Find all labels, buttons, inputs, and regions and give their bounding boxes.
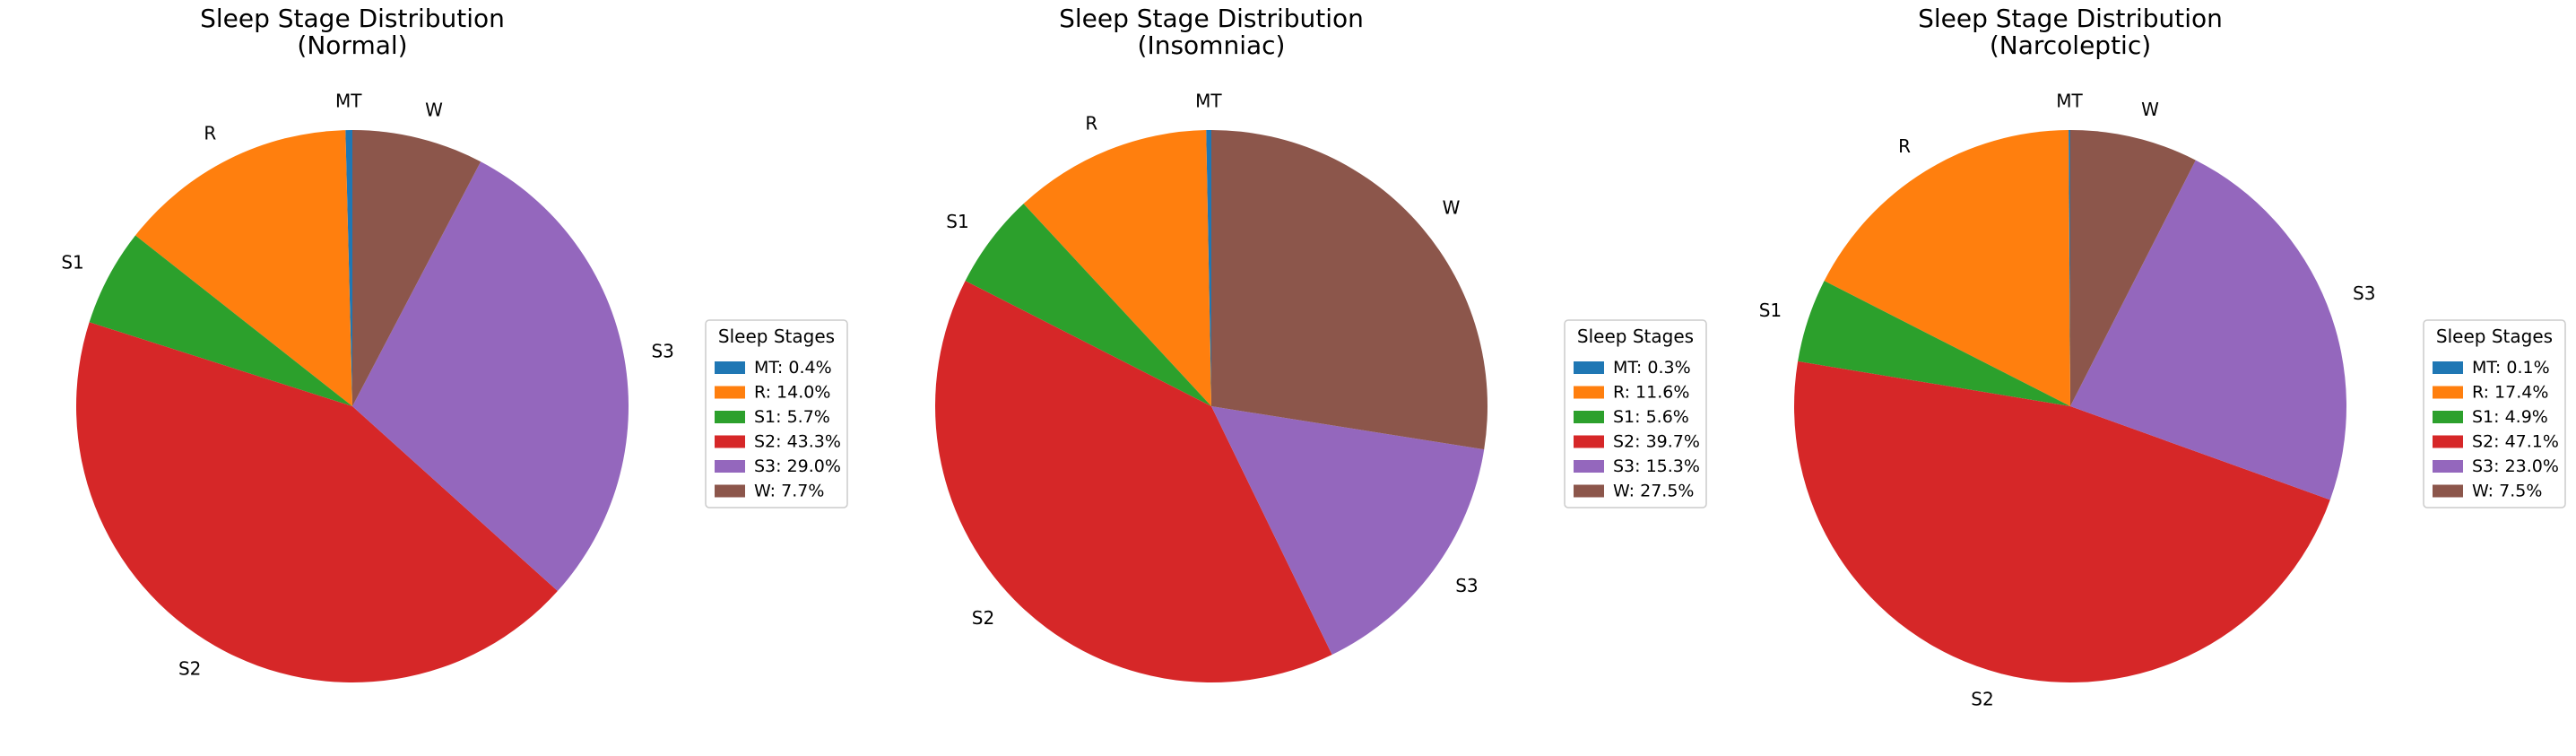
legend-entry-r: R: 11.6% xyxy=(1613,383,1689,403)
pie-slice-s1 xyxy=(1798,281,2070,406)
pie-slice-s3 xyxy=(1211,406,1485,656)
pie-slice-mt xyxy=(345,130,352,406)
legend-swatch-s2 xyxy=(1574,435,1604,448)
legend-entry-s3: S3: 23.0% xyxy=(2472,456,2559,476)
legend: Sleep Stages MT: 0.1% R: 17.4% S1: 4.9% S2: … xyxy=(2423,319,2566,508)
legend-entry-s3: S3: 15.3% xyxy=(1613,456,1700,476)
legend-swatch-s1 xyxy=(715,411,745,423)
legend-entry-s1: S1: 5.6% xyxy=(1613,407,1689,427)
legend-swatch-s2 xyxy=(715,435,745,448)
slice-label-mt: MT xyxy=(1195,91,1222,112)
legend-swatch-w xyxy=(2433,484,2463,498)
slice-label-s2: S2 xyxy=(178,657,201,679)
pie-slice-w xyxy=(352,130,481,406)
pie-slice-r xyxy=(134,130,352,406)
slice-label-s3: S3 xyxy=(1455,575,1478,596)
chart-title-line1: Sleep Stage Distribution xyxy=(1918,4,2223,33)
pie-panel-1: Sleep Stage Distribution (Insomniac) MT R S1… xyxy=(934,4,1707,683)
pie-slice-w xyxy=(1211,130,1488,450)
pie-slice-s2 xyxy=(934,281,1332,683)
slice-label-w: W xyxy=(2141,99,2159,120)
pie-slice-s2 xyxy=(1794,361,2330,682)
pie-panel-0: Sleep Stage Distribution (Normal) MT R S1 S2 S… xyxy=(61,4,848,682)
pie-slice-s2 xyxy=(76,322,558,682)
chart-title-line2: (Normal) xyxy=(297,30,407,60)
slice-label-s1: S1 xyxy=(1759,300,1782,321)
slice-label-r: R xyxy=(204,123,216,144)
pie-slice-mt xyxy=(2069,130,2070,406)
legend-entry-w: W: 27.5% xyxy=(1613,482,1694,501)
legend-title: Sleep Stages xyxy=(2436,326,2553,347)
pie-slice-r xyxy=(1824,130,2070,406)
legend: Sleep Stages MT: 0.4% R: 14.0% S1: 5.7% S2: … xyxy=(705,319,848,508)
legend-entry-s2: S2: 43.3% xyxy=(754,432,841,452)
slice-label-s2: S2 xyxy=(1971,688,1993,709)
legend-swatch-mt xyxy=(2433,361,2463,374)
slice-label-s2: S2 xyxy=(972,607,994,629)
slice-label-mt: MT xyxy=(335,91,362,112)
chart-title: Sleep Stage Distribution (Insomniac) xyxy=(1059,4,1364,60)
legend-swatch-w xyxy=(715,484,745,498)
slice-label-w: W xyxy=(425,100,443,121)
legend-swatch-s3 xyxy=(1574,460,1604,473)
slice-label-s1: S1 xyxy=(946,211,968,232)
slice-label-r: R xyxy=(1898,135,1911,157)
legend-swatch-s3 xyxy=(2433,460,2463,473)
legend-entry-s1: S1: 4.9% xyxy=(2472,407,2548,427)
slice-label-mt: MT xyxy=(2056,91,2083,112)
slice-label-s3: S3 xyxy=(651,341,673,362)
chart-title-line2: (Insomniac) xyxy=(1138,30,1286,60)
legend-swatch-r xyxy=(1574,386,1604,399)
legend-entry-s1: S1: 5.7% xyxy=(754,407,830,427)
legend-title: Sleep Stages xyxy=(718,326,835,347)
legend-swatch-s3 xyxy=(715,460,745,473)
legend-entry-r: R: 17.4% xyxy=(2472,383,2548,403)
pie-slice-s1 xyxy=(89,235,353,406)
slice-label-w: W xyxy=(1443,196,1461,218)
legend-swatch-s1 xyxy=(1574,411,1604,423)
legend-entry-s3: S3: 29.0% xyxy=(754,456,841,476)
legend-swatch-mt xyxy=(715,361,745,374)
pie-slice-w xyxy=(2070,130,2196,406)
legend-entry-s2: S2: 39.7% xyxy=(1613,432,1700,452)
legend-swatch-w xyxy=(1574,484,1604,498)
slice-label-s1: S1 xyxy=(61,252,83,274)
chart-title-line2: (Narcoleptic) xyxy=(1990,30,2151,60)
pie-slice-r xyxy=(1023,130,1211,406)
chart-title: Sleep Stage Distribution (Normal) xyxy=(200,4,505,60)
pie-slice-s3 xyxy=(352,161,629,592)
pie-slice-mt xyxy=(1206,130,1211,406)
legend-swatch-r xyxy=(715,386,745,399)
slice-label-s3: S3 xyxy=(2353,282,2375,304)
legend-entry-mt: MT: 0.1% xyxy=(2472,358,2550,378)
legend-swatch-s2 xyxy=(2433,435,2463,448)
legend-title: Sleep Stages xyxy=(1577,326,1694,347)
pie-slice-s3 xyxy=(2070,160,2346,500)
legend-swatch-s1 xyxy=(2433,411,2463,423)
legend-swatch-mt xyxy=(1574,361,1604,374)
legend-entry-r: R: 14.0% xyxy=(754,383,830,403)
slice-label-r: R xyxy=(1085,112,1097,134)
chart-title: Sleep Stage Distribution (Narcoleptic) xyxy=(1918,4,2223,60)
legend: Sleep Stages MT: 0.3% R: 11.6% S1: 5.6% S2: … xyxy=(1564,319,1707,508)
pie-slice-s1 xyxy=(965,204,1211,406)
legend-entry-mt: MT: 0.4% xyxy=(754,358,832,378)
legend-entry-s2: S2: 47.1% xyxy=(2472,432,2559,452)
chart-title-line1: Sleep Stage Distribution xyxy=(200,4,505,33)
pie-panel-2: Sleep Stage Distribution (Narcoleptic) MT R… xyxy=(1759,4,2566,709)
chart-title-line1: Sleep Stage Distribution xyxy=(1059,4,1364,33)
legend-entry-w: W: 7.7% xyxy=(754,482,824,501)
legend-entry-mt: MT: 0.3% xyxy=(1613,358,1691,378)
legend-swatch-r xyxy=(2433,386,2463,399)
legend-entry-w: W: 7.5% xyxy=(2472,482,2542,501)
